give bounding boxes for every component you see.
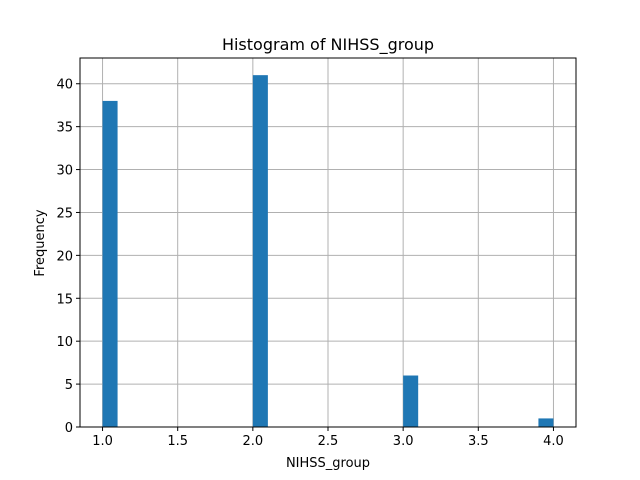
y-tick-label: 40: [56, 78, 73, 93]
x-tick-label: 2.0: [243, 434, 264, 449]
histogram-bar: [252, 75, 268, 428]
x-tick-label: 2.5: [318, 434, 339, 449]
y-axis-title: Frequency: [33, 209, 48, 276]
y-tick-label: 25: [56, 206, 73, 221]
y-tick-label: 5: [65, 378, 73, 393]
histogram-bar: [538, 418, 554, 427]
y-tick-label: 0: [65, 421, 73, 436]
grid-lines: [80, 58, 576, 428]
x-tick-label: 3.5: [468, 434, 489, 449]
x-tick-label: 4.0: [543, 434, 564, 449]
y-tick-label: 30: [56, 164, 73, 179]
axis-ticks: 1.0 1.5 2.0 2.5 3.0 3.5 4.0 0 5 10 15 20 25 30 35 40: [56, 78, 563, 449]
histogram-bars: [102, 75, 554, 428]
x-axis-title: NIHSS_group: [286, 456, 370, 471]
y-tick-label: 35: [56, 121, 73, 136]
chart-title: Histogram of NIHSS_group: [222, 35, 434, 55]
y-tick-label: 15: [56, 292, 73, 307]
histogram-bar: [403, 375, 419, 427]
y-tick-label: 10: [56, 335, 73, 350]
x-tick-label: 3.0: [393, 434, 414, 449]
x-tick-label: 1.0: [92, 434, 113, 449]
histogram-bar: [102, 100, 118, 427]
x-tick-label: 1.5: [167, 434, 188, 449]
y-tick-label: 20: [56, 249, 73, 264]
